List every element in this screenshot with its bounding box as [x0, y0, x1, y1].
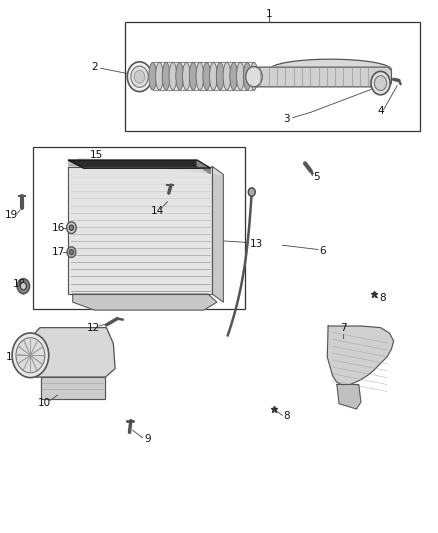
Ellipse shape — [155, 62, 163, 90]
Text: 19: 19 — [5, 211, 18, 221]
Text: 12: 12 — [87, 322, 100, 333]
Polygon shape — [252, 67, 392, 87]
Text: 10: 10 — [38, 398, 51, 408]
Ellipse shape — [216, 62, 224, 90]
Polygon shape — [73, 294, 217, 310]
Circle shape — [67, 247, 76, 257]
Polygon shape — [68, 160, 197, 165]
Bar — [125, 22, 420, 131]
Circle shape — [371, 71, 390, 95]
Ellipse shape — [149, 62, 156, 90]
Polygon shape — [68, 166, 212, 294]
Circle shape — [69, 225, 74, 230]
Text: 15: 15 — [90, 150, 103, 160]
Ellipse shape — [189, 62, 197, 90]
Ellipse shape — [196, 62, 204, 90]
Ellipse shape — [230, 62, 237, 90]
Ellipse shape — [269, 59, 392, 80]
Polygon shape — [337, 384, 361, 409]
Circle shape — [69, 249, 74, 255]
Circle shape — [248, 188, 255, 196]
Polygon shape — [30, 328, 115, 377]
Circle shape — [67, 222, 76, 233]
Circle shape — [17, 279, 29, 294]
Text: 9: 9 — [145, 434, 152, 445]
Text: 8: 8 — [284, 411, 290, 422]
Text: 2: 2 — [91, 62, 98, 72]
Text: 5: 5 — [313, 172, 319, 182]
Ellipse shape — [223, 62, 231, 90]
Text: 13: 13 — [250, 239, 263, 248]
Text: 4: 4 — [377, 106, 384, 116]
Polygon shape — [41, 377, 105, 399]
Circle shape — [20, 282, 26, 290]
Circle shape — [374, 76, 387, 91]
Text: 14: 14 — [151, 206, 165, 216]
Circle shape — [127, 62, 152, 92]
Text: 18: 18 — [12, 279, 26, 289]
Polygon shape — [68, 160, 210, 168]
Ellipse shape — [203, 62, 211, 90]
Text: 16: 16 — [52, 223, 65, 233]
Ellipse shape — [209, 62, 217, 90]
Text: 6: 6 — [319, 246, 326, 255]
Text: 1: 1 — [266, 9, 272, 19]
Circle shape — [134, 70, 145, 83]
Circle shape — [246, 67, 262, 87]
Polygon shape — [327, 326, 394, 384]
Ellipse shape — [183, 62, 190, 90]
Polygon shape — [68, 159, 223, 174]
Ellipse shape — [162, 62, 170, 90]
Text: 7: 7 — [340, 323, 347, 333]
Polygon shape — [197, 160, 210, 173]
Ellipse shape — [237, 62, 244, 90]
Ellipse shape — [250, 62, 258, 90]
Bar — [33, 147, 245, 309]
Ellipse shape — [169, 62, 177, 90]
Circle shape — [16, 338, 45, 373]
Polygon shape — [212, 166, 223, 302]
Text: 8: 8 — [379, 293, 386, 303]
Text: 11: 11 — [6, 352, 19, 362]
Text: 17: 17 — [52, 247, 65, 257]
Text: 3: 3 — [283, 114, 290, 124]
Circle shape — [131, 66, 148, 87]
Ellipse shape — [244, 62, 251, 90]
Polygon shape — [152, 62, 254, 90]
Circle shape — [12, 333, 49, 377]
Ellipse shape — [176, 62, 184, 90]
